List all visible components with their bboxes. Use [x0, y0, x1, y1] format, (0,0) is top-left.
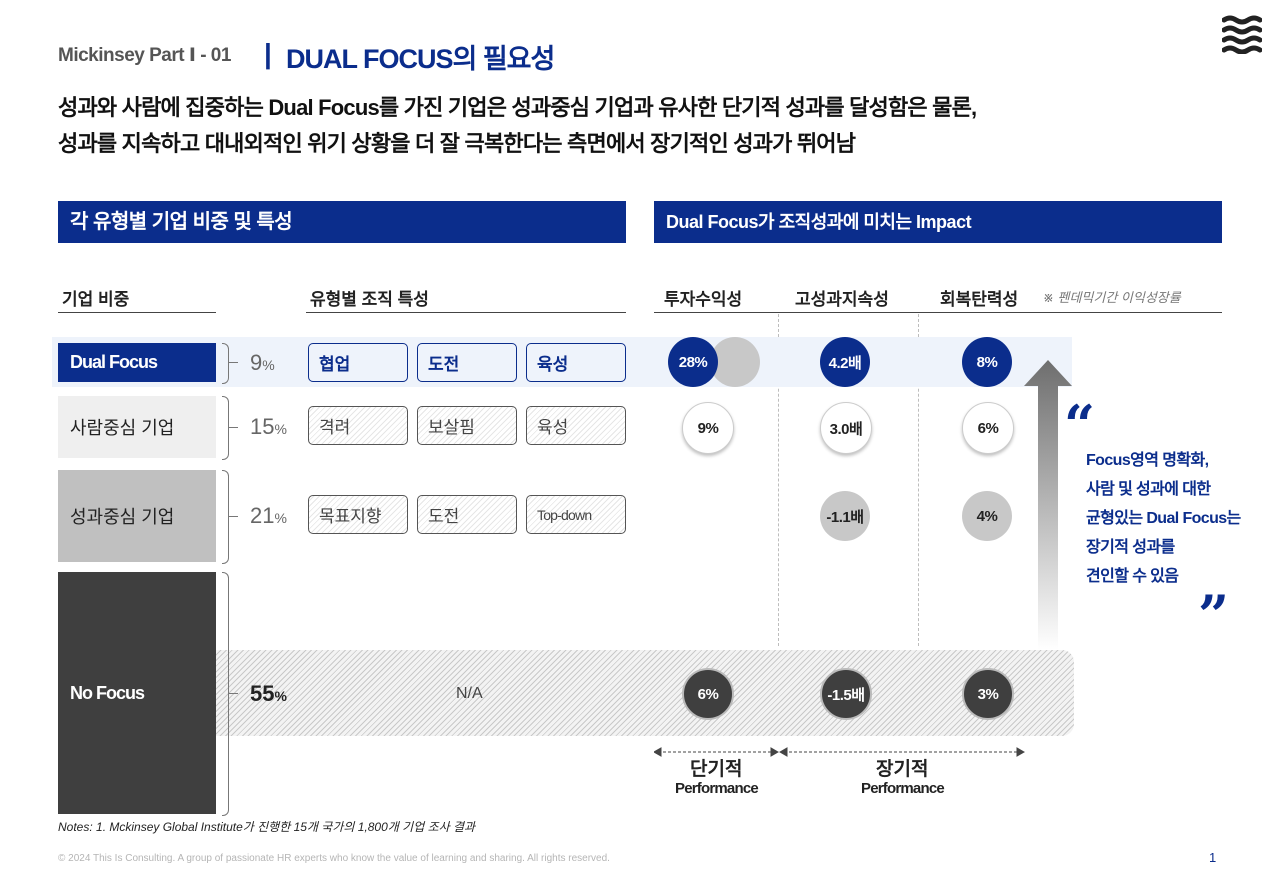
- page-title: DUAL FOCUS의 필요성: [286, 44, 555, 74]
- share-pct-nofocus: 55%: [250, 681, 287, 706]
- resilience-circle: 4%: [962, 491, 1012, 541]
- trait-tag: 육성: [526, 343, 626, 382]
- trait-tag: 목표지향: [308, 495, 408, 534]
- share-pct-people: 15%: [250, 414, 287, 439]
- company-label: 사람중심 기업: [70, 418, 175, 438]
- col-rule: [654, 312, 1222, 313]
- sustain-circle: -1.5배: [820, 668, 872, 720]
- wave-logo-icon: [1221, 14, 1263, 55]
- notes: Notes: 1. Mckinsey Global Institute가 진행한…: [58, 820, 476, 834]
- header-divider: |: [264, 38, 272, 69]
- resilience-circle: 8%: [962, 337, 1012, 387]
- roi-circle: 6%: [682, 668, 734, 720]
- no-focus-band: [216, 650, 1074, 736]
- bracket: [222, 572, 229, 816]
- copyright: © 2024 This Is Consulting. A group of pa…: [58, 853, 610, 864]
- column-separator: [778, 314, 779, 646]
- quote-text: Focus영역 명확화, 사람 및 성과에 대한 균형있는 Dual Focus…: [1086, 452, 1241, 585]
- short-term-sub: Performance: [675, 780, 759, 797]
- col-rule: [306, 312, 626, 313]
- company-label: Dual Focus: [70, 352, 158, 372]
- headline-line-1: 성과와 사람에 집중하는 Dual Focus를 가진 기업은 성과중심 기업과…: [58, 95, 977, 120]
- trait-tag: 격려: [308, 406, 408, 445]
- trait-tag: 보살핌: [417, 406, 517, 445]
- sustain-circle: 3.0배: [820, 402, 872, 454]
- roi-circle: 9%: [682, 402, 734, 454]
- resilience-circle: 3%: [962, 668, 1014, 720]
- sustain-circle: -1.1배: [820, 491, 870, 541]
- bracket: [222, 343, 229, 384]
- share-pct-dual: 9%: [250, 350, 275, 375]
- trait-na: N/A: [456, 685, 483, 702]
- col-header-traits: 유형별 조직 특성: [310, 290, 429, 309]
- open-quote-icon: “: [1064, 393, 1096, 457]
- company-no-focus: No Focus: [58, 572, 216, 814]
- bracket-tick: [228, 427, 238, 428]
- bracket-tick: [228, 516, 238, 517]
- trait-tag: 도전: [417, 495, 517, 534]
- column-separator: [918, 314, 919, 646]
- short-term-label: 단기적: [690, 759, 743, 780]
- bracket-tick: [228, 362, 238, 363]
- right-section-bar: Dual Focus가 조직성과에 미치는 Impact: [654, 201, 1222, 243]
- company-label: 성과중심 기업: [70, 507, 175, 527]
- resilience-circle: 6%: [962, 402, 1014, 454]
- bracket-tick: [228, 693, 238, 694]
- company-people-centered: 사람중심 기업: [58, 396, 216, 458]
- share-pct-performance: 21%: [250, 503, 287, 528]
- trait-tag: Top-down: [526, 495, 626, 534]
- close-quote-icon: ”: [1198, 583, 1230, 647]
- col-header-sustain: 고성과지속성: [795, 290, 889, 309]
- trait-tag: 협업: [308, 343, 408, 382]
- breadcrumb: Mickinsey Part Ⅰ - 01: [58, 45, 231, 66]
- col-header-resilience: 회복탄력성: [940, 290, 1019, 309]
- roi-circle: 28%: [668, 337, 718, 387]
- col-rule: [58, 312, 216, 313]
- col-header-company: 기업 비중: [62, 290, 130, 309]
- long-term-sub: Performance: [861, 780, 945, 797]
- col-header-note: ※ 펜데믹기간 이익성장률: [1043, 290, 1181, 305]
- sustain-circle: 4.2배: [820, 337, 870, 387]
- company-label: No Focus: [70, 682, 145, 703]
- col-header-roi: 투자수익성: [664, 290, 743, 309]
- upward-arrow-icon: [1024, 360, 1072, 650]
- performance-range-arrows: [652, 744, 1026, 760]
- page-number: 1: [1209, 850, 1217, 865]
- bracket: [222, 470, 229, 564]
- left-section-bar: 각 유형별 기업 비중 및 특성: [58, 201, 626, 243]
- long-term-label: 장기적: [876, 759, 929, 780]
- trait-tag: 도전: [417, 343, 517, 382]
- bracket: [222, 396, 229, 460]
- trait-tag: 육성: [526, 406, 626, 445]
- company-performance-centered: 성과중심 기업: [58, 470, 216, 562]
- roi-ghost-circle: [710, 337, 760, 387]
- company-dual-focus: Dual Focus: [58, 343, 216, 382]
- headline-line-2: 성과를 지속하고 대내외적인 위기 상황을 더 잘 극복한다는 측면에서 장기적…: [58, 131, 856, 156]
